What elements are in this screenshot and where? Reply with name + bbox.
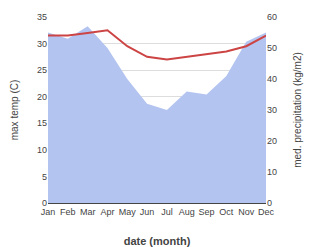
svg-text:5: 5 — [42, 172, 47, 182]
svg-text:40: 40 — [267, 74, 277, 84]
svg-text:20: 20 — [37, 92, 47, 102]
svg-text:max temp (C): max temp (C) — [9, 80, 20, 141]
svg-text:Jan: Jan — [41, 207, 56, 217]
svg-text:Apr: Apr — [100, 207, 114, 217]
svg-text:50: 50 — [267, 43, 277, 53]
svg-text:Jun: Jun — [140, 207, 155, 217]
svg-text:30: 30 — [267, 105, 277, 115]
svg-text:date (month): date (month) — [124, 235, 191, 247]
svg-text:15: 15 — [37, 118, 47, 128]
svg-text:Feb: Feb — [60, 207, 76, 217]
svg-text:10: 10 — [37, 145, 47, 155]
svg-text:May: May — [119, 207, 137, 217]
svg-text:Dec: Dec — [258, 207, 275, 217]
svg-text:Jul: Jul — [161, 207, 173, 217]
svg-text:0: 0 — [42, 198, 47, 208]
svg-text:Aug: Aug — [179, 207, 195, 217]
svg-text:20: 20 — [267, 136, 277, 146]
svg-text:0: 0 — [267, 198, 272, 208]
svg-text:60: 60 — [267, 12, 277, 22]
svg-text:Mar: Mar — [80, 207, 96, 217]
svg-text:30: 30 — [37, 39, 47, 49]
svg-text:med. precipitation (kg/m2): med. precipitation (kg/m2) — [292, 52, 303, 168]
svg-text:25: 25 — [37, 65, 47, 75]
svg-text:10: 10 — [267, 167, 277, 177]
svg-text:Oct: Oct — [219, 207, 234, 217]
svg-text:Sep: Sep — [199, 207, 215, 217]
svg-text:35: 35 — [37, 12, 47, 22]
svg-text:Nov: Nov — [238, 207, 255, 217]
